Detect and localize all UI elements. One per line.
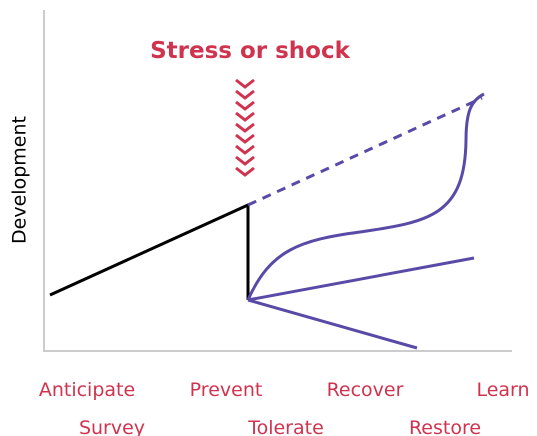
development-path bbox=[49, 202, 250, 300]
x-label: Survey bbox=[79, 417, 145, 436]
x-label: Tolerate bbox=[247, 417, 324, 436]
x-label: Restore bbox=[409, 417, 481, 436]
chevron bbox=[235, 166, 255, 177]
x-label: Recover bbox=[327, 379, 404, 401]
chevron bbox=[235, 133, 255, 144]
x-labels: Anticipate Prevent Recover Learn Survey Toler… bbox=[39, 379, 530, 436]
projected-path bbox=[247, 96, 483, 207]
title: Stress or shock bbox=[150, 38, 351, 64]
x-label: Anticipate bbox=[39, 379, 135, 401]
x-label: Prevent bbox=[190, 379, 263, 401]
decline-line bbox=[247, 298, 418, 350]
learn-curve bbox=[246, 92, 485, 301]
chevron bbox=[235, 78, 255, 89]
chevron bbox=[235, 111, 255, 122]
chevron bbox=[235, 100, 255, 111]
chevron bbox=[235, 144, 255, 155]
chevron bbox=[235, 122, 255, 133]
y-axis-label: Development bbox=[9, 116, 31, 244]
chevron bbox=[235, 155, 255, 166]
shock-arrows bbox=[235, 78, 255, 177]
chevron bbox=[235, 89, 255, 100]
x-label: Learn bbox=[476, 379, 529, 401]
recover-line bbox=[247, 256, 475, 302]
